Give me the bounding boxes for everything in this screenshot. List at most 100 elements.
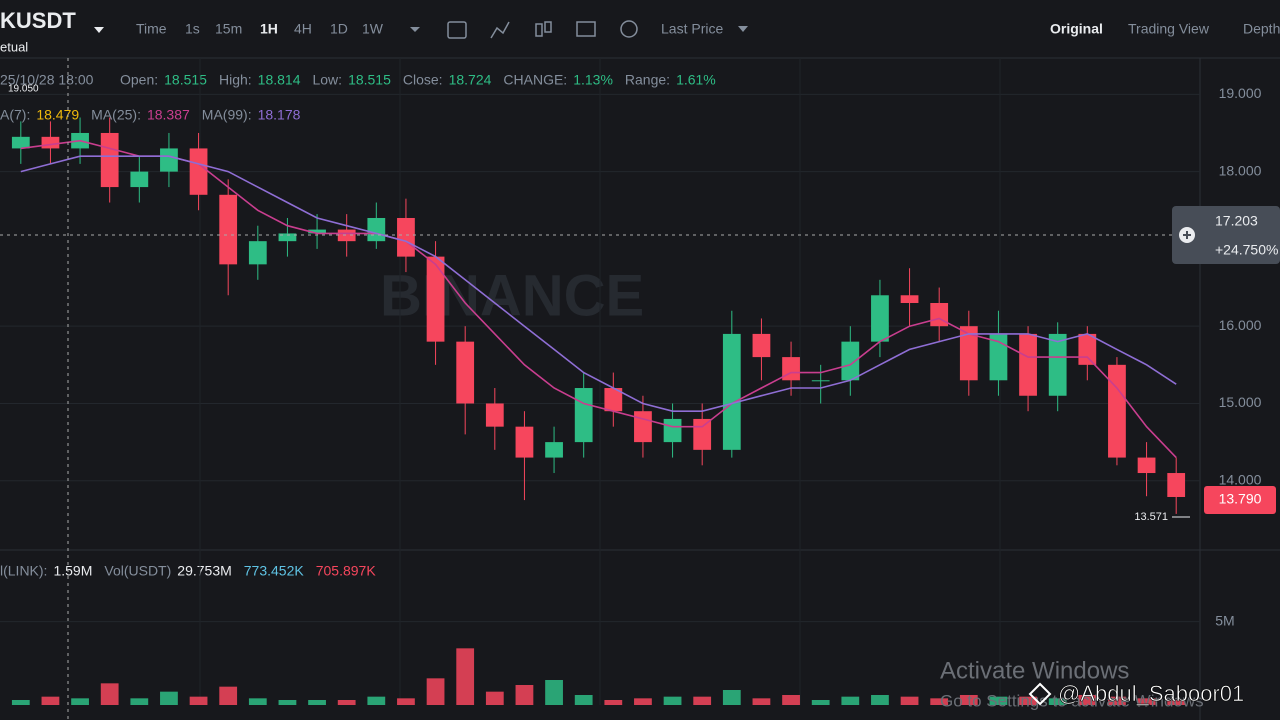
candle-body [574,388,593,443]
candle-body [485,403,504,427]
info-date: 25/10/28 18:00 [0,72,94,88]
volume-bar [1078,695,1097,705]
dropdown-icon[interactable] [738,26,748,32]
volume-bar [989,696,1008,705]
interval[interactable]: Time [136,21,167,37]
vol-tick-label: 5M [1215,612,1234,628]
interval[interactable]: 1H [260,21,278,37]
last-price: 13.790 [1219,491,1262,507]
volume-bar [426,678,445,705]
info-value: 18.515 [164,72,207,88]
view-tab[interactable]: Depth [1243,21,1280,37]
info-label: Range: [625,72,670,88]
volume-bar [485,691,504,705]
volume-bar [308,700,326,705]
volume-bar [11,700,30,705]
volume-bar [663,696,682,705]
candle-body [545,442,563,458]
volume-bar [337,700,356,705]
interval[interactable]: 15m [215,21,242,37]
interval[interactable]: 1W [362,21,384,37]
candle-body [130,171,149,188]
volume-bar [1137,698,1156,705]
candle-body [782,357,800,381]
interval[interactable]: 1D [330,21,348,37]
candle-body [189,148,208,195]
volume-bar [219,686,238,705]
candle-body [397,217,415,257]
info-label: CHANGE: [503,72,567,88]
candle-body [811,380,830,382]
crosshair-price: 17.203 [1215,213,1258,229]
info-value: 1.61% [676,72,716,88]
volume-bar [189,696,208,705]
candle-body [100,132,119,188]
candle-body [41,136,60,149]
logo [1028,682,1052,706]
price-type[interactable]: Last Price [661,21,723,37]
contract: etual [0,39,28,54]
candle-body [959,326,978,381]
candle-body [604,388,623,412]
symbol[interactable]: KUSDT [0,8,76,33]
info-value: 18.387 [147,107,190,123]
ma-bar: A(7): 18.479 MA(25): 18.387 MA(99): 18.178 [0,107,301,123]
volume-bar [248,698,267,705]
volume-bar [397,698,415,705]
info-label: A(7): [0,107,30,123]
ma-line [20,155,1177,412]
dropdown-icon[interactable] [94,27,104,33]
volume-bar [456,648,475,705]
volume-bar [782,695,800,705]
volume-bar [515,685,534,705]
info-value: 18.814 [258,72,301,88]
interval[interactable]: 4H [294,21,312,37]
volume-bar [752,698,771,705]
candle-body [752,333,771,358]
info-value: 29.753M [177,563,231,579]
candle-body [1019,333,1037,396]
volume-bar [160,691,178,705]
candle-body [515,426,534,458]
y-tick-label: 15.000 [1219,394,1262,410]
volume-bar [900,696,919,705]
candle-body [900,295,919,303]
volume-bar [604,700,623,705]
info-label: Low: [312,72,342,88]
interval[interactable]: 1s [185,21,200,37]
info-label: High: [219,72,252,88]
candle-body [871,295,889,342]
candle-body [1108,364,1126,458]
candle-body [930,303,949,327]
watermark: BINANCE [380,263,644,328]
view-tab[interactable]: Original [1050,21,1103,37]
dropdown-icon[interactable] [410,27,420,32]
volume-bar [278,700,297,705]
volume-bar [130,698,149,705]
volume-bar [1019,696,1037,705]
volume-bar [545,680,563,705]
tool-icons[interactable] [447,20,638,39]
info-label: Open: [120,72,158,88]
info-label: MA(99): [202,107,252,123]
candle-body [219,194,238,265]
info-label: Vol(USDT) [104,563,171,579]
y-tick-label: 19.000 [1219,85,1262,101]
last-price-tag [1204,486,1276,514]
view-tab[interactable]: Trading View [1128,21,1210,37]
candle-body [278,233,297,242]
volume-bar [41,696,60,705]
info-value: 1.59M [53,563,92,579]
info-value: 18.479 [36,107,79,123]
info-value: 18.724 [449,72,492,88]
candle-body [160,148,178,172]
candle-body [989,333,1008,381]
candle-body [1137,457,1156,474]
volume-bar [367,696,386,705]
y-tick-label: 16.000 [1219,317,1262,333]
info-bar: Open: 18.515 High: 18.814 Low: 18.515 Close: 18… [120,72,716,88]
vol-bar: l(LINK): 1.59M Vol(USDT) 29.753M 773.452K 705… [0,563,376,579]
candle-body [1078,333,1097,365]
